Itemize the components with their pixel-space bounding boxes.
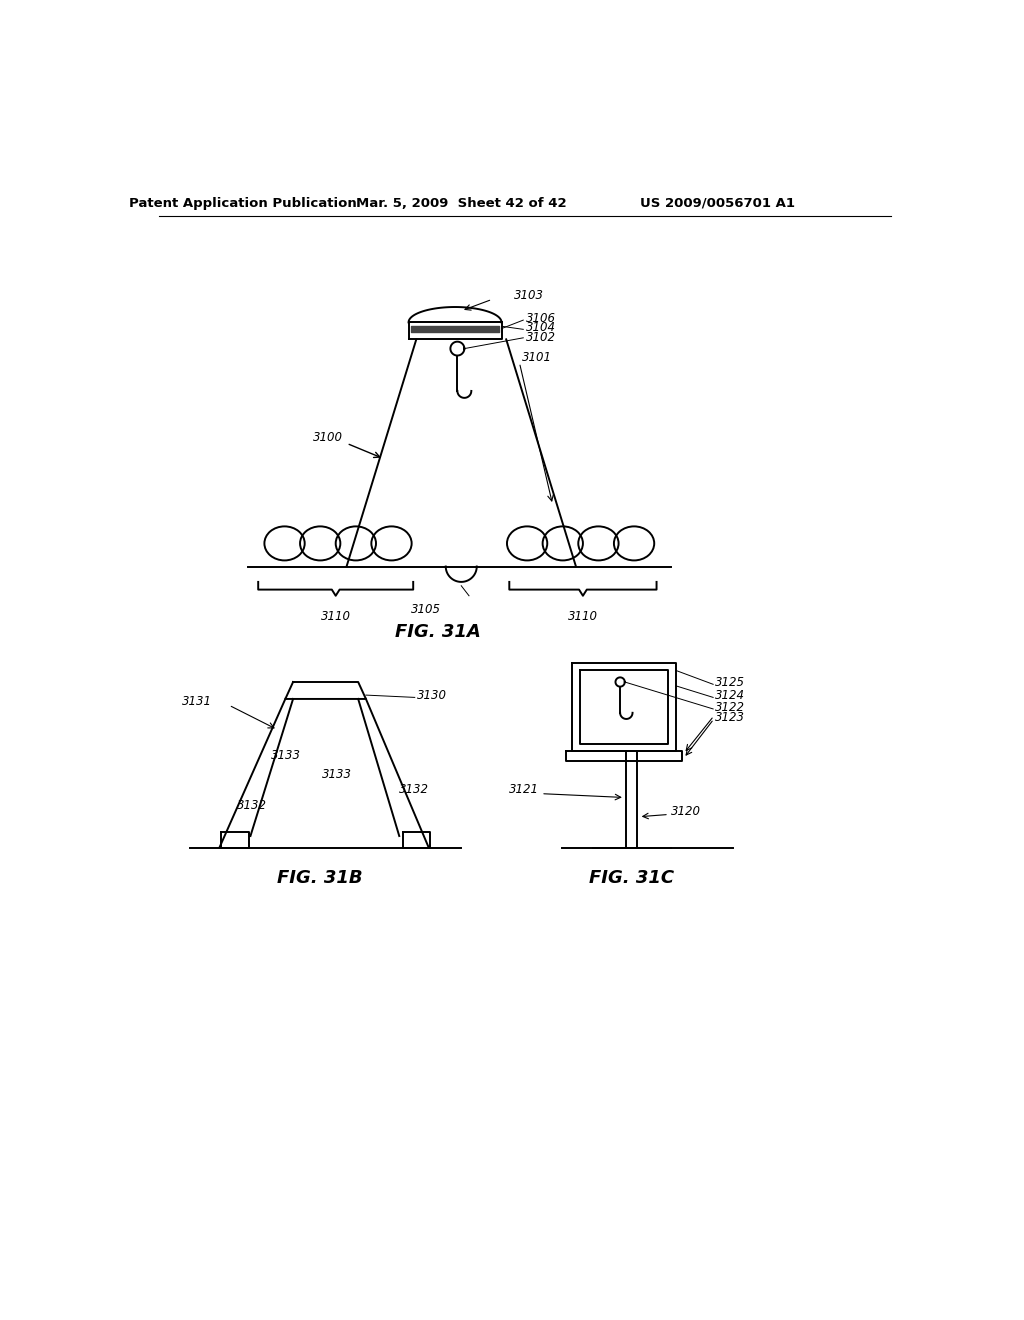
Text: 3104: 3104 bbox=[525, 321, 556, 334]
Text: 3132: 3132 bbox=[399, 783, 429, 796]
Text: 3133: 3133 bbox=[271, 748, 301, 762]
Text: 3101: 3101 bbox=[521, 351, 552, 363]
Text: Patent Application Publication: Patent Application Publication bbox=[129, 197, 356, 210]
Text: 3125: 3125 bbox=[716, 676, 745, 689]
Text: FIG. 31A: FIG. 31A bbox=[395, 623, 481, 642]
Text: 3131: 3131 bbox=[181, 694, 212, 708]
Text: 3100: 3100 bbox=[313, 432, 343, 445]
Text: 3130: 3130 bbox=[417, 689, 447, 702]
Text: US 2009/0056701 A1: US 2009/0056701 A1 bbox=[640, 197, 795, 210]
Text: Mar. 5, 2009  Sheet 42 of 42: Mar. 5, 2009 Sheet 42 of 42 bbox=[356, 197, 566, 210]
Text: 3133: 3133 bbox=[322, 768, 352, 781]
Text: FIG. 31B: FIG. 31B bbox=[278, 870, 364, 887]
Text: 3110: 3110 bbox=[568, 610, 598, 623]
Text: 3123: 3123 bbox=[716, 711, 745, 723]
Text: 3110: 3110 bbox=[321, 610, 350, 623]
Text: FIG. 31C: FIG. 31C bbox=[589, 870, 675, 887]
Text: 3106: 3106 bbox=[525, 312, 556, 325]
Text: 3122: 3122 bbox=[716, 701, 745, 714]
Text: 3121: 3121 bbox=[509, 783, 539, 796]
Text: 3124: 3124 bbox=[716, 689, 745, 702]
Text: 3120: 3120 bbox=[671, 805, 700, 818]
Text: 3105: 3105 bbox=[412, 603, 441, 616]
Text: 3102: 3102 bbox=[525, 330, 556, 343]
Text: 3103: 3103 bbox=[514, 289, 544, 302]
Text: 3132: 3132 bbox=[237, 799, 266, 812]
